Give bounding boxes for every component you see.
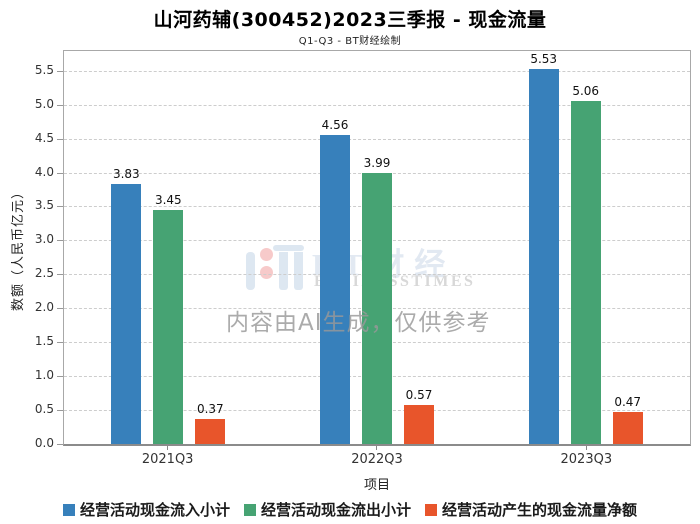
chart-subtitle: Q1-Q3 - BT财经绘制 — [298, 36, 402, 47]
bar: 5.53 — [528, 52, 559, 444]
bar-value-label: 0.47 — [614, 395, 642, 410]
legend-label: 经营活动产生的现金流量净额 — [442, 501, 638, 519]
bar: 3.83 — [111, 167, 142, 444]
x-tick-cell: 2022Q3 — [272, 446, 481, 467]
bar-groups: 3.83 3.45 0.37 4.56 3.99 0.57 5.53 5.06 0.47 — [64, 51, 690, 444]
x-tick-cell: 2023Q3 — [482, 446, 691, 467]
bar: 0.57 — [404, 388, 434, 444]
bar: 3.45 — [153, 193, 184, 444]
y-axis-label: 数额（人民币亿元） — [11, 185, 26, 312]
bar-value-label: 3.45 — [154, 192, 182, 207]
bar-value-label: 3.83 — [112, 167, 140, 181]
legend-item: 经营活动现金流入小计 — [62, 499, 230, 520]
gridline — [64, 70, 690, 72]
legend-marker-icon — [425, 503, 437, 516]
legend-label: 经营活动现金流出小计 — [260, 501, 411, 519]
x-axis-ticks: 2021Q3 2022Q3 2023Q3 — [63, 446, 691, 467]
x-tick-label: 2021Q3 — [141, 452, 194, 467]
x-axis-label: 项目 — [363, 478, 390, 493]
bar: 4.56 — [320, 118, 350, 444]
bt-logo-watermark-icon — [246, 245, 306, 293]
gridline — [64, 104, 690, 106]
x-tick-mark — [376, 446, 378, 450]
plot-area: BT财经 BUSINESSTIMES 内容由AI生成，仅供参考 3.833.45… — [63, 50, 691, 446]
legend-item: 经营活动现金流出小计 — [243, 499, 411, 520]
y-tick-label: 0.5 — [34, 402, 54, 417]
bar: 3.99 — [362, 156, 392, 444]
bar-group-2021Q3: 3.83 3.45 0.37 — [64, 51, 273, 444]
bar-value-label: 5.06 — [572, 83, 600, 98]
bar: 0.37 — [195, 402, 226, 444]
bar-value-label: 3.99 — [363, 156, 391, 171]
legend: 经营活动现金流入小计 经营活动现金流出小计 经营活动产生的现金流量净额 — [0, 499, 700, 520]
gridline — [64, 138, 690, 140]
bar-value-label: 5.53 — [530, 51, 558, 66]
bar: 0.47 — [612, 395, 643, 444]
legend-label: 经营活动现金流入小计 — [79, 501, 230, 519]
gridline — [64, 172, 690, 174]
ai-generated-notice: 内容由AI生成，仅供参考 — [226, 310, 491, 336]
legend-item: 经营活动产生的现金流量净额 — [425, 499, 637, 520]
bar-value-label: 0.37 — [196, 401, 224, 416]
bar-value-label: 0.57 — [405, 388, 433, 403]
legend-marker-icon — [62, 503, 75, 516]
legend-marker-icon — [243, 503, 256, 516]
x-tick-mark — [167, 446, 169, 450]
y-tick-label: 0.0 — [34, 436, 54, 450]
bar-value-label: 4.56 — [321, 117, 349, 132]
bar: 5.06 — [570, 84, 601, 444]
bar-group-2023Q3: 5.53 5.06 0.47 — [481, 51, 690, 444]
x-tick-label: 2022Q3 — [351, 452, 403, 467]
bar-group-2022Q3: 4.56 3.99 0.57 — [273, 51, 482, 444]
y-tick-label: 5.5 — [34, 62, 54, 77]
x-tick-mark — [585, 446, 587, 450]
chart-title: 山河药辅(300452)2023三季报 - 现金流量 — [153, 9, 547, 31]
x-tick-cell: 2021Q3 — [63, 446, 272, 467]
x-tick-label: 2023Q3 — [560, 452, 613, 467]
brand-sub-watermark: BUSINESSTIMES — [314, 273, 476, 290]
